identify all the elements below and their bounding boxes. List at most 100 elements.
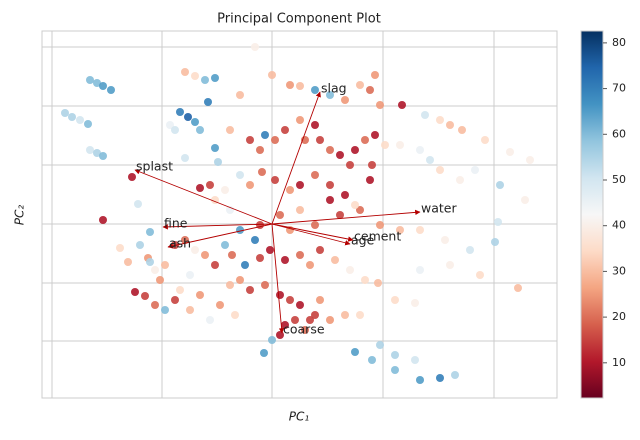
point [341,96,349,104]
point [446,121,454,129]
point [211,261,219,269]
point [341,191,349,199]
y-axis-label: PC₂ [13,205,27,226]
point [76,116,84,124]
feature-vector [134,169,273,225]
point [481,136,489,144]
point [316,296,324,304]
colorbar-tick-label: 40 [612,219,626,232]
point [391,296,399,304]
point [84,120,92,128]
point [136,241,144,249]
point [211,74,219,82]
point [391,351,399,359]
point [131,288,139,296]
point [260,349,268,357]
point [93,149,101,157]
point [99,216,107,224]
point [311,311,319,319]
feature-vector [271,223,285,334]
point [291,316,299,324]
point [236,91,244,99]
point [68,113,76,121]
point [381,141,389,149]
point [311,86,319,94]
point [204,98,212,106]
point [506,148,514,156]
point [228,251,236,259]
feature-vector [271,209,421,225]
point [256,254,264,262]
point [271,176,279,184]
point [251,236,259,244]
point [184,113,192,121]
point [296,301,304,309]
point [191,246,199,254]
point [456,176,464,184]
point [196,291,204,299]
point [61,109,69,117]
point [426,156,434,164]
point [366,86,374,94]
colorbar-tick-label: 80 [612,36,626,49]
point [128,173,136,181]
point [236,226,244,234]
point [306,316,314,324]
point [451,371,459,379]
point [107,86,115,94]
point [276,291,284,299]
point [458,126,466,134]
point [256,221,264,229]
point [286,81,294,89]
point [368,356,376,364]
point [391,366,399,374]
point [93,79,101,87]
chart-title: Principal Component Plot [217,12,381,27]
point [161,261,169,269]
point [356,81,364,89]
feature-label: ash [169,236,191,251]
point [326,196,334,204]
point [301,326,309,334]
point [261,131,269,139]
point [436,116,444,124]
point [261,281,269,289]
point [466,246,474,254]
colorbar [580,30,604,399]
point [316,246,324,254]
colorbar-tick-label: 50 [612,173,626,186]
point [376,341,384,349]
point [521,196,529,204]
point [141,292,149,300]
x-axis-label: PC₁ [289,410,310,424]
point [306,261,314,269]
point [346,161,354,169]
colorbar-tick-label: 70 [612,82,626,95]
point [316,136,324,144]
point [181,68,189,76]
point [271,136,279,144]
point [99,82,107,90]
point [351,201,359,209]
point [376,101,384,109]
point [441,236,449,244]
feature-label: fine [164,216,188,231]
point [268,336,276,344]
point [311,221,319,229]
point [416,376,424,384]
point [181,236,189,244]
feature-label: age [351,233,375,248]
point [211,144,219,152]
point [99,152,107,160]
point [86,76,94,84]
feature-label: splast [136,159,173,174]
point [471,166,479,174]
feature-vector [271,223,351,246]
point [351,146,359,154]
feature-label: water [421,201,457,216]
point [281,321,289,329]
point [296,116,304,124]
point [361,136,369,144]
point [201,76,209,84]
point [326,316,334,324]
